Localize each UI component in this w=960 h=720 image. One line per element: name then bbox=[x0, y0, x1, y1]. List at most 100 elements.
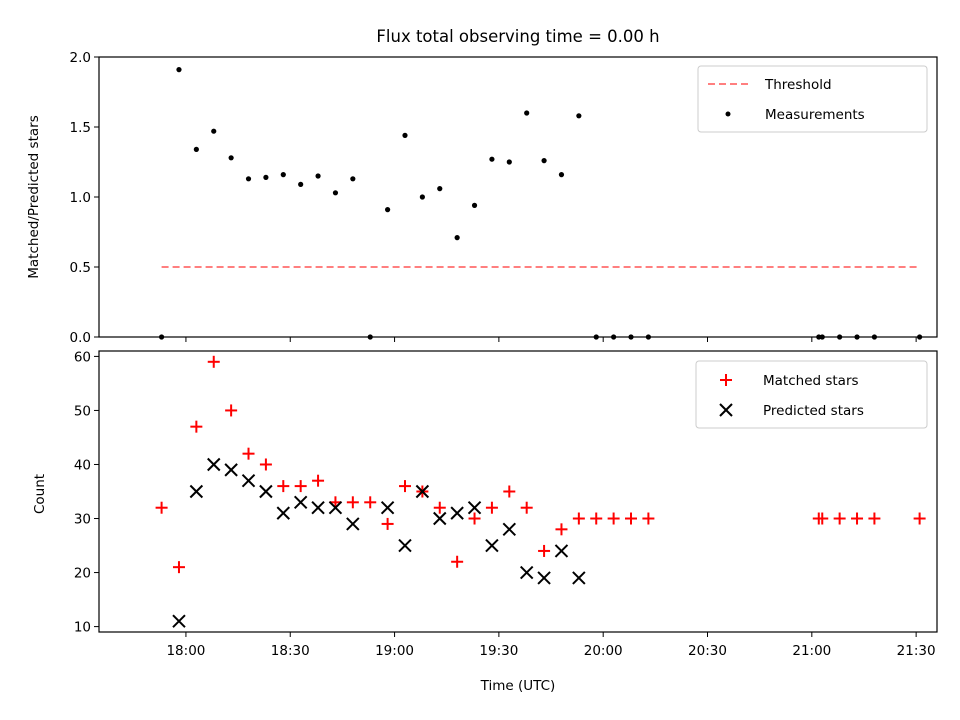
matched-star-point bbox=[913, 512, 926, 525]
top-legend: Threshold Measurements bbox=[697, 65, 928, 133]
bottom-y-tick-label: 50 bbox=[74, 403, 91, 419]
measurement-point bbox=[385, 207, 391, 213]
measurement-point bbox=[350, 176, 356, 182]
measurement-point bbox=[628, 334, 634, 340]
predicted-star-point bbox=[450, 506, 464, 520]
matched-star-point bbox=[346, 496, 359, 509]
predicted-star-point bbox=[572, 571, 586, 585]
bottom-legend-box bbox=[695, 360, 928, 429]
matched-star-point bbox=[816, 512, 829, 525]
matched-legend-label: Matched stars bbox=[763, 373, 859, 389]
matched-star-point bbox=[190, 420, 203, 433]
predicted-star-point bbox=[311, 501, 325, 515]
measurement-point bbox=[263, 174, 269, 180]
predicted-star-point bbox=[415, 484, 430, 499]
bottom-x-tick-label: 18:30 bbox=[271, 643, 310, 659]
measurement-point bbox=[332, 190, 339, 196]
bottom-x-tick-label: 18:00 bbox=[166, 643, 205, 659]
bottom-x-tick-label: 21:00 bbox=[792, 643, 831, 659]
bottom-x-axis-label: Time (UTC) bbox=[480, 678, 556, 694]
bottom-y-tick-label: 40 bbox=[74, 457, 91, 473]
matched-star-point bbox=[868, 512, 881, 525]
predicted-star-point bbox=[554, 544, 569, 558]
bottom-x-tick-label: 20:30 bbox=[688, 643, 727, 659]
bottom-y-axis-label: Count bbox=[32, 474, 48, 514]
measurement-point bbox=[245, 176, 252, 182]
threshold-legend-label: Threshold bbox=[764, 77, 832, 93]
matched-star-point bbox=[833, 512, 846, 525]
top-y-tick-label: 1.5 bbox=[70, 120, 91, 136]
matched-star-point bbox=[225, 404, 238, 417]
measurement-point bbox=[524, 110, 530, 116]
predicted-star-point bbox=[328, 501, 343, 515]
measurements-legend-swatch bbox=[725, 111, 731, 117]
measurement-point bbox=[871, 334, 878, 340]
predicted-star-point bbox=[537, 571, 551, 585]
measurement-point bbox=[489, 156, 495, 162]
matched-star-point bbox=[572, 512, 585, 525]
measurement-point bbox=[558, 172, 565, 178]
measurement-point bbox=[837, 334, 843, 340]
bottom-plot-area: 10 20 30 40 50 60 18:00 18:30 19:00 19:30 20:00 20… bbox=[74, 349, 938, 659]
measurement-point bbox=[228, 155, 234, 161]
predicted-star-point bbox=[172, 614, 186, 628]
predicted-star-point bbox=[207, 457, 221, 472]
measurements-legend-label: Measurements bbox=[765, 107, 865, 123]
measurement-point bbox=[211, 128, 217, 134]
bottom-x-axis: 18:00 18:30 19:00 19:30 20:00 20:30 21:00 21:30 bbox=[166, 632, 936, 659]
bottom-y-tick-label: 30 bbox=[74, 512, 91, 528]
matched-star-point bbox=[451, 555, 464, 568]
top-y-tick-label: 2.0 bbox=[70, 50, 91, 66]
predicted-star-point bbox=[502, 522, 517, 537]
measurement-point bbox=[193, 146, 199, 152]
bottom-y-tick-label: 10 bbox=[74, 620, 91, 636]
matched-star-point bbox=[398, 480, 411, 493]
predicted-star-point bbox=[485, 538, 499, 553]
measurement-point bbox=[541, 158, 547, 164]
top-series-layer bbox=[158, 67, 923, 340]
predicted-legend-label: Predicted stars bbox=[763, 403, 864, 419]
matched-star-point bbox=[503, 485, 516, 498]
measurement-point bbox=[367, 334, 373, 340]
bottom-series-layer bbox=[155, 355, 926, 628]
measurement-point bbox=[454, 235, 460, 241]
measurement-point bbox=[506, 159, 512, 165]
bottom-legend: Matched stars Predicted stars bbox=[695, 360, 928, 429]
predicted-star-point bbox=[398, 538, 412, 553]
matched-star-point bbox=[485, 501, 498, 514]
predicted-star-point bbox=[241, 473, 256, 488]
bottom-y-axis: 10 20 30 40 50 60 bbox=[74, 349, 99, 636]
top-y-axis: 0.0 0.5 1.0 1.5 2.0 bbox=[70, 50, 99, 346]
measurement-point bbox=[819, 334, 825, 340]
top-x-ticks bbox=[185, 337, 917, 342]
matched-star-point bbox=[364, 496, 377, 509]
matched-star-point bbox=[851, 512, 864, 525]
matched-star-point bbox=[590, 512, 603, 525]
matched-star-point bbox=[607, 512, 620, 525]
matched-star-point bbox=[277, 480, 290, 493]
matched-star-point bbox=[625, 512, 638, 525]
matched-star-point bbox=[642, 512, 655, 525]
measurement-point bbox=[611, 334, 617, 340]
matched-star-point bbox=[468, 512, 481, 525]
measurement-point bbox=[315, 173, 321, 179]
measurement-point bbox=[437, 186, 443, 192]
bottom-x-tick-label: 20:00 bbox=[584, 643, 623, 659]
matched-star-point bbox=[538, 544, 551, 557]
top-y-tick-label: 1.0 bbox=[70, 190, 91, 206]
matched-star-point bbox=[312, 474, 325, 487]
matched-star-point bbox=[242, 447, 255, 460]
matched-star-point bbox=[520, 501, 533, 514]
top-y-axis-label: Matched/Predicted stars bbox=[26, 115, 42, 278]
bottom-x-tick-label: 19:30 bbox=[479, 643, 518, 659]
predicted-star-point bbox=[467, 501, 482, 515]
measurement-point bbox=[576, 113, 582, 119]
predicted-star-point bbox=[433, 511, 447, 526]
matched-star-point bbox=[381, 517, 394, 530]
bottom-x-tick-label: 21:30 bbox=[897, 643, 936, 659]
measurement-point bbox=[854, 334, 860, 340]
bottom-axes-frame bbox=[98, 350, 938, 633]
predicted-star-point bbox=[276, 506, 290, 520]
top-chart-title: Flux total observing time = 0.00 h bbox=[376, 27, 659, 46]
